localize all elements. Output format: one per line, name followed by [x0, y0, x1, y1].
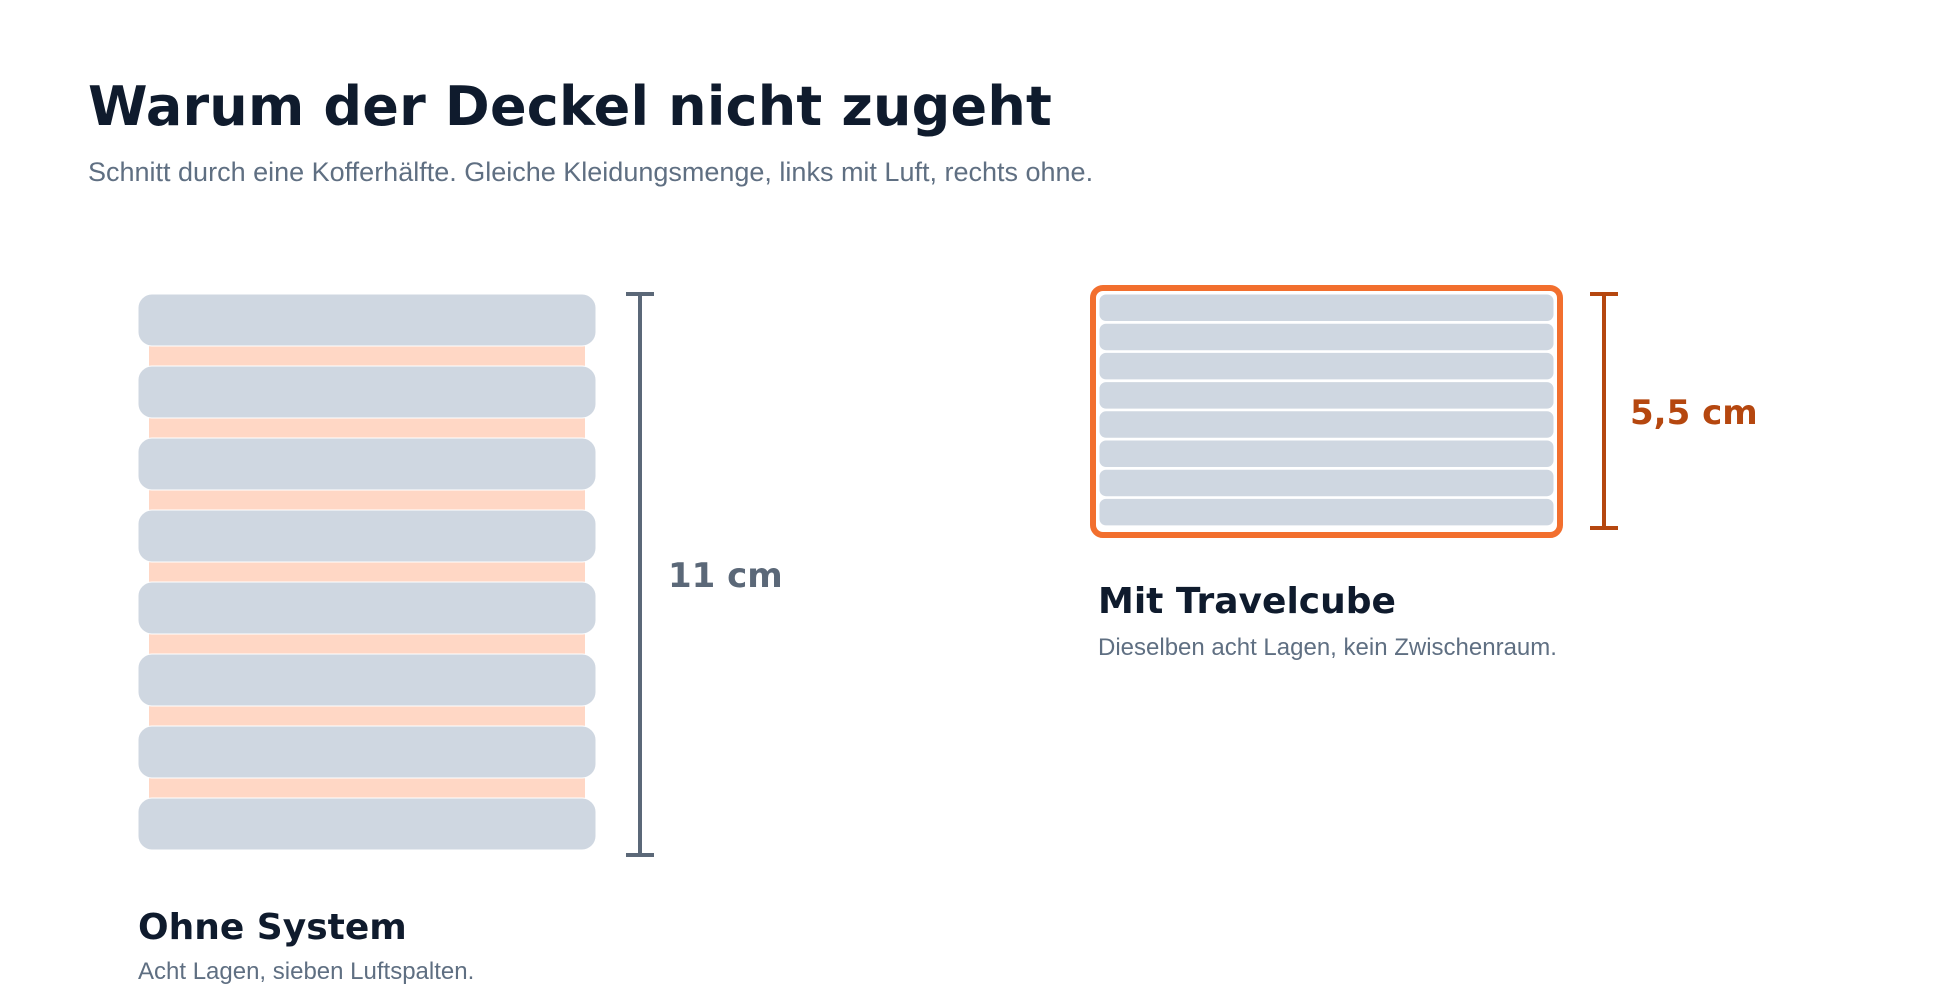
clothing-layer [1098, 381, 1555, 410]
clothing-layer [1098, 439, 1555, 468]
clothing-layer [1098, 293, 1555, 322]
clothing-layer [1098, 497, 1555, 527]
clothing-layer [1098, 351, 1555, 381]
clothing-layer [137, 797, 597, 851]
height-measure-without-system: 11 cm [626, 292, 783, 857]
clothing-layer [137, 437, 597, 491]
clothing-layer [137, 365, 597, 419]
clothing-layer [137, 293, 597, 347]
clothing-layer [137, 725, 597, 779]
height-measure-with-travelcube: 5,5 cm [1590, 292, 1758, 530]
clothing-layer [1098, 322, 1555, 352]
stack-without-system [137, 293, 597, 851]
clothing-layer [137, 509, 597, 563]
height-label-without-system: 11 cm [668, 556, 783, 596]
page-subtitle: Schnitt durch eine Kofferhälfte. Gleiche… [88, 157, 1094, 187]
stack-with-travelcube [1098, 293, 1555, 527]
air-gap [149, 776, 585, 800]
caption-title-without-system: Ohne System [138, 907, 407, 948]
air-gap [149, 560, 585, 584]
caption-subtitle-with-travelcube: Dieselben acht Lagen, kein Zwischenraum. [1098, 634, 1557, 661]
page-title: Warum der Deckel nicht zugeht [88, 75, 1053, 138]
caption-subtitle-without-system: Acht Lagen, sieben Luftspalten. [138, 958, 475, 985]
clothing-layer [1098, 410, 1555, 439]
clothing-layer [137, 581, 597, 635]
caption-title-with-travelcube: Mit Travelcube [1098, 581, 1396, 622]
air-gap [149, 488, 585, 512]
clothing-layer [137, 653, 597, 707]
air-gap [149, 416, 585, 440]
air-gap [149, 632, 585, 656]
travelcube [1090, 285, 1563, 538]
clothing-layer [1098, 468, 1555, 498]
air-gap [149, 704, 585, 728]
air-gap [149, 344, 585, 368]
height-label-with-travelcube: 5,5 cm [1630, 393, 1758, 433]
